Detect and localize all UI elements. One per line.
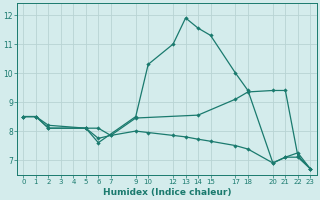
X-axis label: Humidex (Indice chaleur): Humidex (Indice chaleur) — [103, 188, 231, 197]
